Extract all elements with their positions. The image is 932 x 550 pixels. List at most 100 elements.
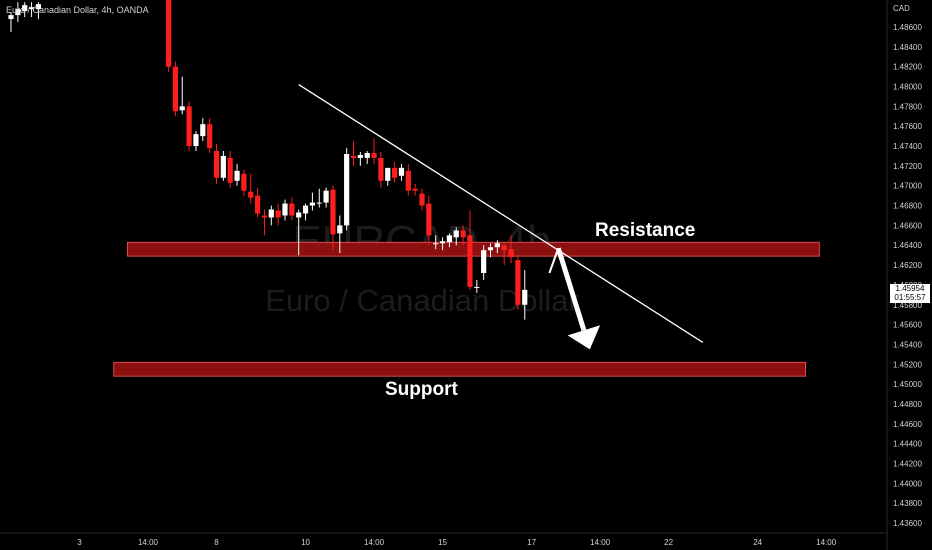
candle-body-bear — [330, 189, 336, 235]
candle-body-bull — [15, 9, 21, 16]
annotation-labels: Resistance Support — [385, 220, 695, 400]
candles-layer — [8, 0, 528, 320]
support-zone — [113, 361, 806, 377]
candle-body-bull — [474, 286, 480, 288]
candle-body-bear — [207, 124, 213, 149]
price-tick-label: 1.44800 — [893, 400, 922, 409]
candle-body-bear — [248, 191, 254, 198]
candle-body-bull — [22, 5, 28, 12]
price-tick-label: 1.48200 — [893, 63, 922, 72]
candle-body-bull — [453, 230, 459, 238]
candle-body-bear — [392, 167, 398, 178]
candle-body-bear — [460, 230, 466, 238]
time-tick-label: 22 — [664, 538, 673, 547]
candle-body-bear — [501, 245, 507, 251]
price-tick-label: 1.46400 — [893, 241, 922, 250]
candle-body-bull — [220, 155, 226, 178]
candle-body-bear — [261, 215, 268, 218]
candle-body-bull — [35, 4, 41, 10]
time-tick-label: 14:00 — [816, 538, 837, 547]
time-axis[interactable]: 3 14:00 8 10 14:00 15 17 14:00 22 24 14:00 — [77, 538, 836, 547]
projection-arrow-shaft — [555, 247, 587, 332]
candle-body-bear — [371, 152, 377, 158]
candle-body-bear — [350, 155, 357, 158]
candle-body-bull — [439, 241, 446, 244]
watermark-ticker: EURCAD, 4h — [292, 217, 551, 266]
time-tick-label: 17 — [527, 538, 536, 547]
price-tick-label: 1.44000 — [893, 479, 922, 488]
resistance-zone — [127, 241, 820, 257]
candle-body-bull — [522, 289, 528, 305]
time-tick-label: 14:00 — [364, 538, 385, 547]
candle-body-bull — [337, 225, 343, 234]
candle-body-bull — [200, 124, 206, 137]
candle-body-bull — [268, 209, 274, 218]
candle-body-bear — [405, 170, 411, 191]
last-price-value: 1.45954 — [895, 284, 925, 293]
price-tick-label: 1.48600 — [893, 23, 922, 32]
symbol-header: Euro / Canadian Dollar, 4h, OANDA — [6, 5, 149, 15]
candle-body-bull — [179, 106, 185, 111]
candle-body-bull — [234, 170, 240, 181]
price-tick-label: 1.45600 — [893, 321, 922, 330]
candle-body-bear — [255, 195, 261, 214]
candle-body-bear — [426, 203, 432, 236]
price-tick-label: 1.46200 — [893, 261, 922, 270]
price-tick-label: 1.45200 — [893, 360, 922, 369]
price-tick-label: 1.47600 — [893, 122, 922, 131]
candle-body-bull — [302, 205, 309, 214]
candle-body-bull — [364, 152, 370, 158]
price-tick-label: 1.48000 — [893, 83, 922, 92]
candle-body-bear — [508, 249, 514, 258]
candle-body-bear — [165, 0, 172, 67]
candle-body-bear — [412, 188, 418, 191]
price-tick-label: 1.45800 — [893, 301, 922, 310]
price-tick-label: 1.43800 — [893, 499, 922, 508]
time-tick-label: 15 — [438, 538, 447, 547]
candle-body-bull — [296, 212, 302, 218]
price-tick-label: 1.47800 — [893, 102, 922, 111]
price-tick-label: 1.47400 — [893, 142, 922, 151]
candle-body-bull — [309, 202, 315, 206]
candle-body-bear — [467, 235, 473, 287]
resistance-trendline — [298, 83, 704, 344]
price-tick-label: 1.46800 — [893, 202, 922, 211]
candle-body-bear — [275, 210, 281, 218]
candle-body-bear — [172, 66, 178, 112]
candle-body-bull — [193, 134, 199, 147]
candle-body-bull — [344, 153, 350, 226]
resistance-label: Resistance — [595, 220, 695, 241]
candle-body-bear — [227, 157, 233, 183]
candle-body-bull — [494, 243, 500, 248]
currency-label: CAD — [893, 4, 910, 13]
candle-body-bull — [487, 247, 494, 251]
projection-arrow-head — [567, 325, 601, 350]
time-tick-label: 3 — [77, 538, 82, 547]
candle-body-bull — [316, 202, 322, 204]
candle-body-bear — [378, 157, 384, 181]
price-tick-label: 1.44600 — [893, 420, 922, 429]
price-tick-label: 1.47200 — [893, 162, 922, 171]
zones-layer — [113, 241, 820, 377]
price-tick-label: 1.44400 — [893, 440, 922, 449]
candle-body-bull — [385, 167, 391, 181]
price-tick-label: 1.48400 — [893, 43, 922, 52]
candle-body-bull — [323, 190, 329, 203]
candle-body-bear — [241, 173, 247, 191]
watermark-name: Euro / Canadian Dollar — [265, 283, 579, 318]
price-tick-label: 1.46600 — [893, 221, 922, 230]
candle-body-bull — [398, 167, 405, 176]
candle-body-bear — [186, 106, 192, 147]
price-tick-label: 1.43600 — [893, 519, 922, 528]
candle-body-bull — [8, 15, 14, 20]
candle-body-bear — [213, 151, 220, 178]
candle-body-bear — [419, 193, 425, 206]
candle-body-bull — [446, 235, 452, 243]
support-label: Support — [385, 379, 458, 400]
drawings-layer — [298, 83, 704, 350]
last-price-tag: 1.45954 01:55:57 — [890, 284, 930, 303]
price-tick-label: 1.44200 — [893, 459, 922, 468]
price-tick-label: 1.47000 — [893, 182, 922, 191]
time-tick-label: 14:00 — [138, 538, 159, 547]
